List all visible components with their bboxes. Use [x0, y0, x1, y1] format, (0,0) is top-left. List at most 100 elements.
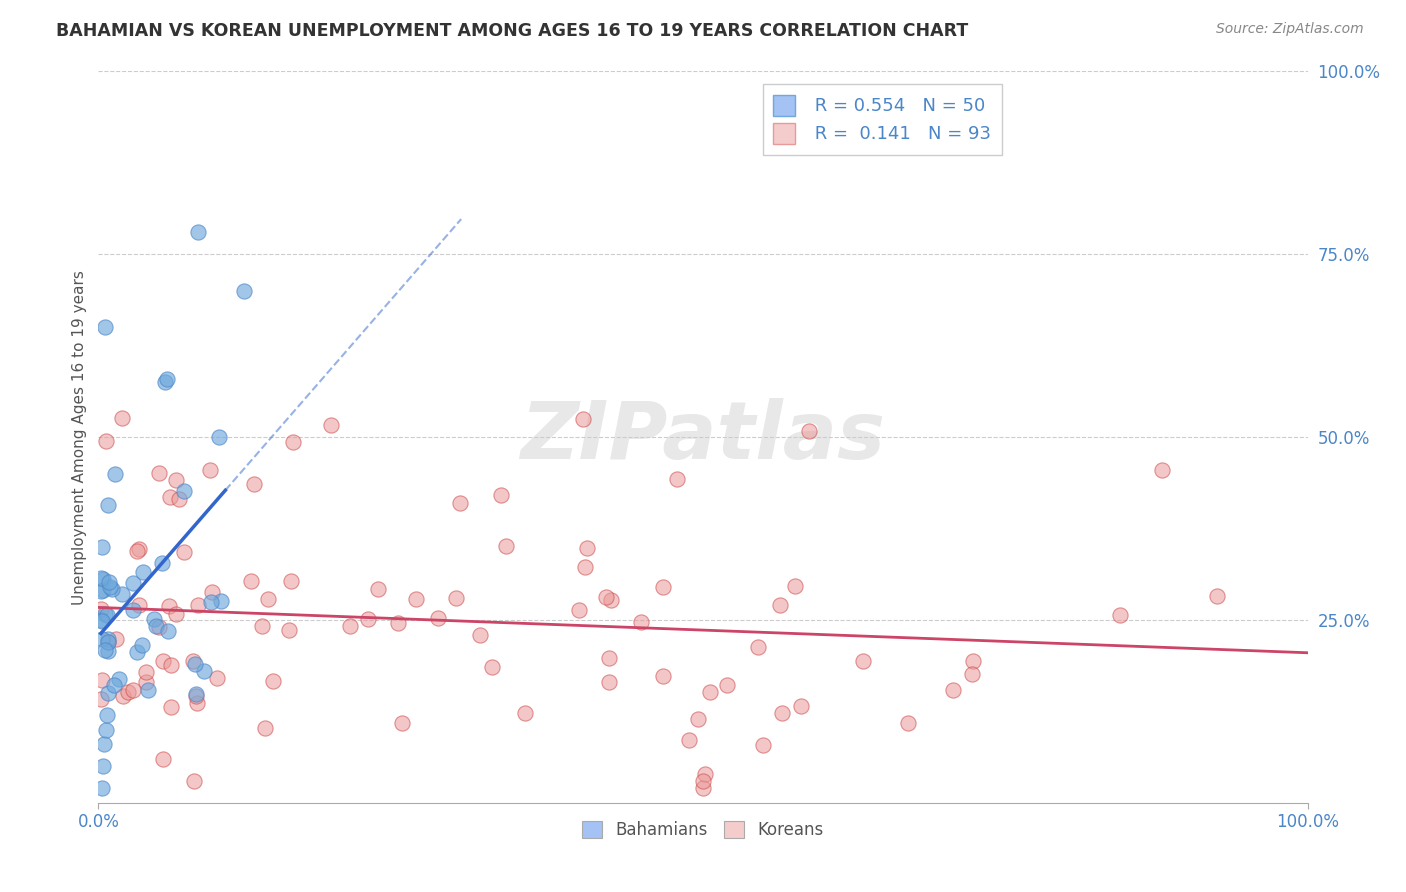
Point — [91, 673, 114, 687]
Point — [716, 678, 738, 692]
Point — [262, 673, 284, 688]
Point — [125, 543, 148, 558]
Point — [200, 595, 222, 609]
Point — [131, 638, 153, 652]
Point — [97, 644, 120, 658]
Point — [695, 766, 717, 780]
Point — [852, 654, 875, 668]
Point — [186, 696, 208, 710]
Point — [280, 574, 302, 588]
Point — [128, 542, 150, 557]
Point — [243, 477, 266, 491]
Point — [250, 619, 273, 633]
Point — [94, 434, 117, 448]
Point — [495, 539, 517, 553]
Legend: Bahamians, Koreans: Bahamians, Koreans — [575, 814, 831, 846]
Point — [427, 611, 450, 625]
Point — [145, 619, 167, 633]
Point — [183, 773, 205, 788]
Point — [173, 545, 195, 559]
Text: ZIPatlas: ZIPatlas — [520, 398, 886, 476]
Point — [665, 472, 688, 486]
Point — [391, 715, 413, 730]
Point — [768, 599, 790, 613]
Point — [96, 607, 118, 622]
Point — [97, 686, 120, 700]
Point — [232, 284, 254, 298]
Point — [1108, 607, 1130, 622]
Point — [1205, 589, 1227, 603]
Point — [152, 654, 174, 668]
Point — [94, 320, 117, 334]
Point — [142, 612, 165, 626]
Point — [208, 430, 231, 444]
Point — [103, 678, 125, 692]
Point — [209, 594, 232, 608]
Point — [97, 498, 120, 512]
Point — [152, 752, 174, 766]
Point — [595, 590, 617, 604]
Point — [159, 490, 181, 504]
Point — [91, 781, 114, 796]
Point — [97, 632, 120, 647]
Point — [193, 664, 215, 678]
Point — [405, 591, 427, 606]
Y-axis label: Unemployment Among Ages 16 to 19 years: Unemployment Among Ages 16 to 19 years — [72, 269, 87, 605]
Point — [446, 591, 468, 605]
Point — [630, 615, 652, 630]
Point — [942, 683, 965, 698]
Point — [91, 615, 114, 629]
Point — [568, 603, 591, 617]
Point — [181, 654, 204, 668]
Point — [205, 671, 228, 685]
Point — [962, 667, 984, 681]
Point — [136, 682, 159, 697]
Point — [148, 620, 170, 634]
Point — [357, 612, 380, 626]
Point — [187, 598, 209, 612]
Point — [156, 371, 179, 385]
Point — [198, 463, 221, 477]
Point — [173, 483, 195, 498]
Point — [184, 657, 207, 672]
Point — [239, 574, 262, 589]
Point — [160, 657, 183, 672]
Point — [651, 669, 673, 683]
Point — [90, 614, 112, 628]
Point — [256, 591, 278, 606]
Point — [201, 585, 224, 599]
Point — [688, 712, 710, 726]
Point — [770, 706, 793, 720]
Point — [104, 467, 127, 481]
Point — [692, 773, 714, 788]
Point — [121, 682, 143, 697]
Point — [1152, 463, 1174, 477]
Point — [678, 733, 700, 747]
Point — [153, 376, 176, 390]
Point — [90, 540, 112, 554]
Point — [128, 599, 150, 613]
Point — [449, 496, 471, 510]
Text: Source: ZipAtlas.com: Source: ZipAtlas.com — [1216, 22, 1364, 37]
Point — [165, 473, 187, 487]
Point — [90, 572, 112, 586]
Point — [100, 582, 122, 596]
Point — [91, 582, 114, 597]
Point — [599, 592, 621, 607]
Point — [513, 706, 536, 720]
Point — [468, 628, 491, 642]
Point — [157, 624, 180, 638]
Point — [97, 634, 120, 648]
Point — [94, 607, 117, 621]
Point — [692, 781, 714, 796]
Point — [699, 685, 721, 699]
Point — [790, 698, 813, 713]
Point — [93, 737, 115, 751]
Point — [481, 659, 503, 673]
Point — [91, 759, 114, 773]
Point — [169, 491, 191, 506]
Point — [111, 587, 134, 601]
Point — [127, 645, 149, 659]
Point — [97, 635, 120, 649]
Point — [117, 684, 139, 698]
